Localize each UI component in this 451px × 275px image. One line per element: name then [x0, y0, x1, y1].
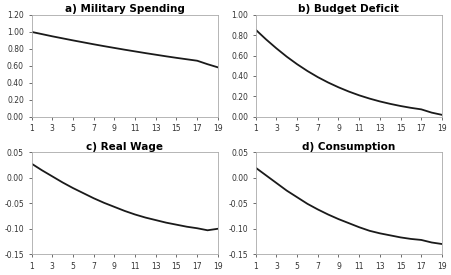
Title: c) Real Wage: c) Real Wage: [86, 142, 163, 152]
Title: b) Budget Deficit: b) Budget Deficit: [299, 4, 399, 14]
Title: a) Military Spending: a) Military Spending: [65, 4, 184, 14]
Title: d) Consumption: d) Consumption: [302, 142, 396, 152]
